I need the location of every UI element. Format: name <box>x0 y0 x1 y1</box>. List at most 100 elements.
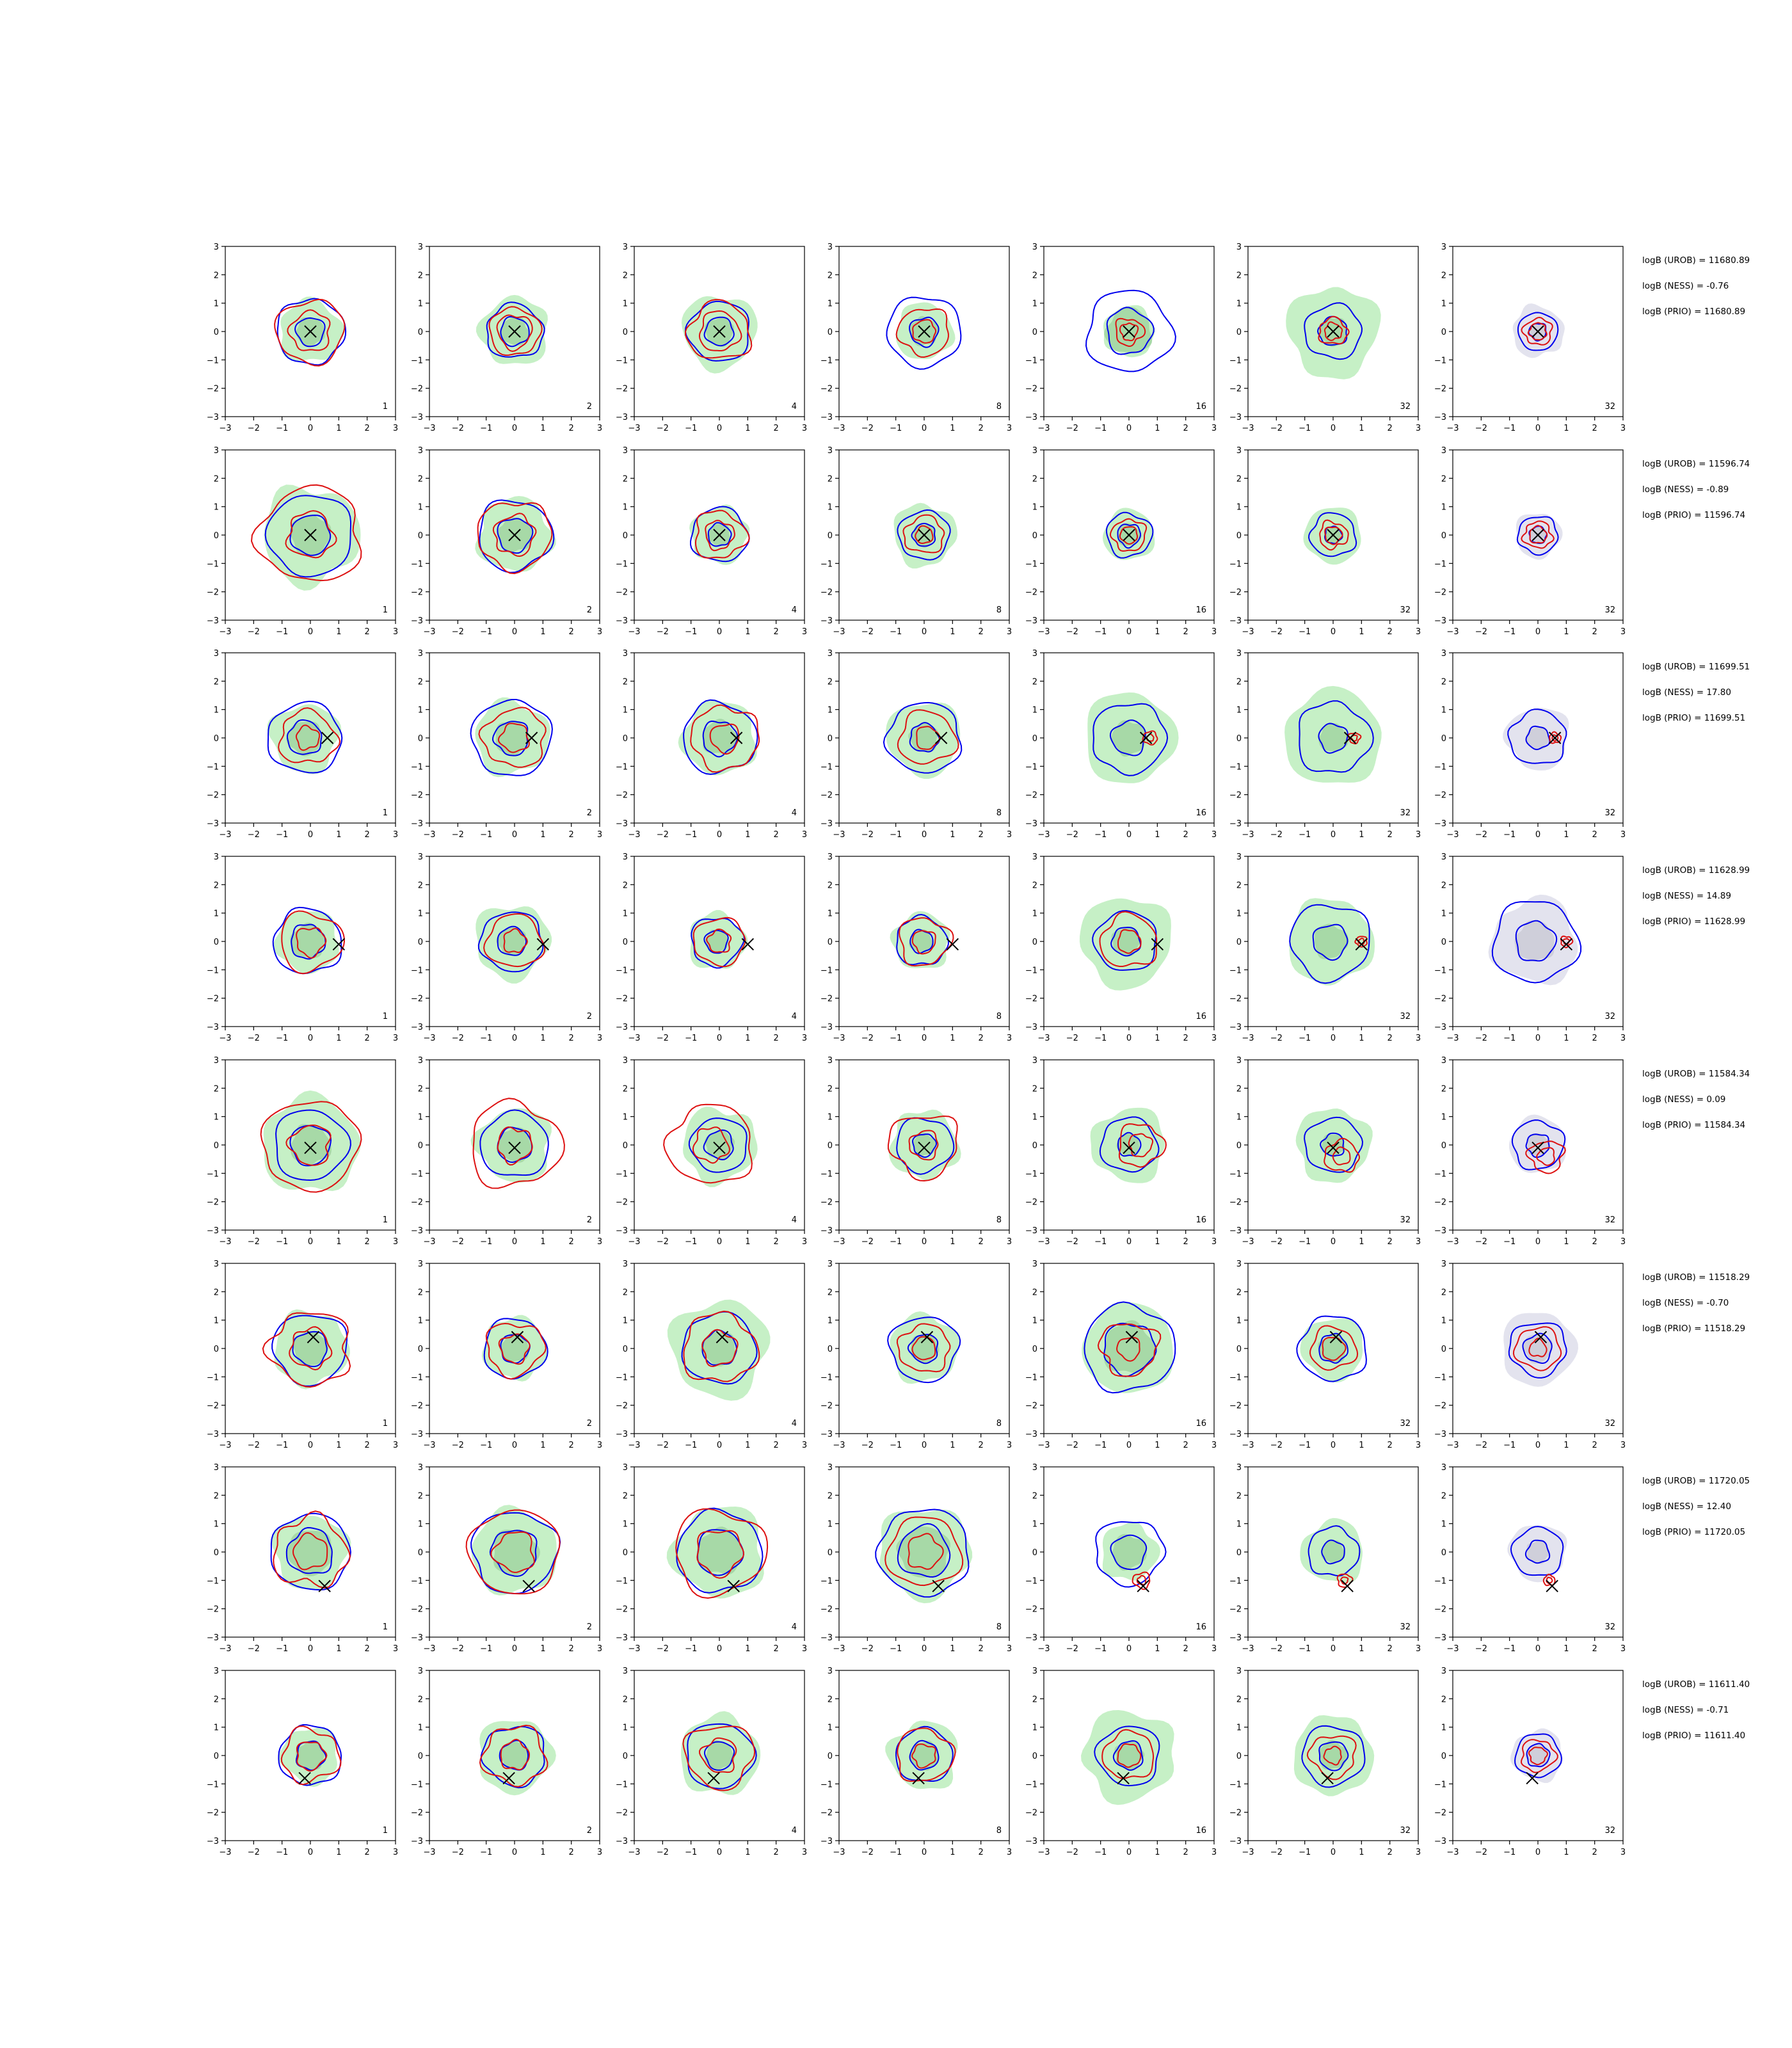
y-tick-label: 0 <box>418 1548 423 1558</box>
y-tick-label: −2 <box>207 1402 219 1411</box>
y-tick-label: −2 <box>1025 1605 1037 1615</box>
contour-a-inner <box>292 1331 328 1368</box>
y-tick-label: −2 <box>207 791 219 801</box>
x-tick-label: −3 <box>628 1441 640 1450</box>
density-fill-inner <box>496 927 526 956</box>
y-tick-label: 2 <box>1441 1288 1446 1297</box>
true-value-marker <box>707 1772 720 1785</box>
x-tick-label: 1 <box>1359 1237 1364 1247</box>
panel-corner-label: 8 <box>996 1622 1002 1632</box>
y-tick-label: 2 <box>214 1084 219 1094</box>
x-tick-label: −1 <box>685 424 697 433</box>
x-tick-label: 1 <box>1155 1034 1160 1043</box>
contour-a-outer <box>1510 1526 1564 1576</box>
y-tick-label: 3 <box>828 852 833 862</box>
y-tick-label: −1 <box>1434 966 1446 975</box>
contour-b-inner <box>1323 1745 1342 1766</box>
y-tick-label: −3 <box>820 1226 833 1236</box>
contour-a-outer <box>1508 1322 1567 1379</box>
x-tick-label: 1 <box>336 424 341 433</box>
y-tick-label: 0 <box>1441 938 1446 947</box>
panel-body <box>1488 894 1582 986</box>
y-tick-label: −3 <box>616 1226 628 1236</box>
x-tick-label: 1 <box>336 1644 341 1654</box>
x-tick-label: −3 <box>423 627 435 637</box>
contour-a-outer <box>267 700 343 774</box>
contour-a-inner <box>1525 1133 1550 1158</box>
x-tick-label: 2 <box>365 1237 370 1247</box>
panel-r1-c3: −3 3 −2 2 −1 1 0 0 1 −1 2 −2 3 −3 8 <box>820 446 1012 637</box>
x-tick-label: 2 <box>774 424 779 433</box>
panel-corner-label: 16 <box>1196 1826 1206 1836</box>
y-tick-label: 0 <box>1236 531 1242 541</box>
true-value-marker <box>1327 1141 1340 1155</box>
contour-a-inner <box>294 317 326 348</box>
x-tick-label: 0 <box>717 830 722 840</box>
y-tick-label: 1 <box>214 503 219 513</box>
panel-r7-c2: −3 3 −2 2 −1 1 0 0 1 −1 2 −2 3 −3 4 <box>616 1667 807 1857</box>
y-tick-label: −2 <box>1434 385 1446 394</box>
contour-b-outer <box>1521 316 1553 346</box>
y-tick-label: 1 <box>418 1316 423 1326</box>
y-tick-label: 0 <box>623 1752 628 1761</box>
true-value-marker <box>918 529 931 541</box>
contour-b-inner <box>1119 526 1139 545</box>
y-tick-label: 3 <box>623 852 628 862</box>
y-tick-label: −1 <box>207 356 219 365</box>
y-tick-label: 3 <box>214 1260 219 1269</box>
contour-a-outer <box>470 699 553 776</box>
panel-r7-c5: −3 3 −2 2 −1 1 0 0 1 −1 2 −2 3 −3 32 <box>1229 1667 1421 1857</box>
y-tick-label: 1 <box>828 1724 833 1733</box>
x-tick-label: 3 <box>1620 1237 1626 1247</box>
y-tick-label: −3 <box>1025 819 1037 829</box>
contour-a-outer <box>1511 1119 1566 1171</box>
contour-b-inner <box>287 309 331 351</box>
x-tick-label: 1 <box>1155 1644 1160 1654</box>
x-tick-label: 1 <box>540 424 545 433</box>
x-tick-label: −2 <box>452 1034 464 1043</box>
contour-a-outer <box>1517 312 1559 351</box>
x-tick-label: −3 <box>1037 1848 1050 1857</box>
x-tick-label: −2 <box>452 424 464 433</box>
panel-corner-label: 32 <box>1400 402 1411 412</box>
y-tick-label: 3 <box>1236 649 1242 659</box>
panel-r2-c1: −3 3 −2 2 −1 1 0 0 1 −1 2 −2 3 −3 2 <box>411 649 602 840</box>
x-tick-label: −3 <box>833 1237 845 1247</box>
x-tick-label: 0 <box>1126 830 1132 840</box>
y-tick-label: 0 <box>1236 1548 1242 1558</box>
y-tick-label: −1 <box>1434 762 1446 772</box>
contour-b-inner <box>701 1329 739 1368</box>
y-tick-label: −1 <box>616 762 628 772</box>
y-tick-label: 1 <box>1441 503 1446 513</box>
y-tick-label: −1 <box>1229 1373 1242 1382</box>
y-tick-label: −1 <box>1434 1576 1446 1586</box>
y-tick-label: −1 <box>616 1373 628 1382</box>
y-tick-label: −2 <box>1434 1198 1446 1208</box>
y-tick-label: 0 <box>1236 938 1242 947</box>
y-tick-label: −2 <box>1229 1809 1242 1818</box>
x-tick-label: −2 <box>657 424 669 433</box>
contour-b-outer <box>684 299 753 359</box>
x-tick-label: 0 <box>717 1441 722 1450</box>
contour-a-inner <box>1515 920 1558 962</box>
y-tick-label: −2 <box>1229 385 1242 394</box>
y-tick-label: 0 <box>1236 1752 1242 1761</box>
x-tick-label: −3 <box>219 1441 231 1450</box>
x-tick-label: 0 <box>512 1237 517 1247</box>
y-tick-label: 2 <box>1032 271 1037 280</box>
y-tick-label: 1 <box>1032 1113 1037 1123</box>
contour-b-inner <box>1117 929 1142 954</box>
panel-body <box>1289 898 1375 986</box>
x-tick-label: 3 <box>1620 1441 1626 1450</box>
y-tick-label: −3 <box>1025 1837 1037 1846</box>
x-tick-label: 3 <box>1620 830 1626 840</box>
y-tick-label: 1 <box>1236 909 1242 919</box>
x-tick-label: 2 <box>979 1848 984 1857</box>
x-tick-label: 1 <box>336 1848 341 1857</box>
contour-b-outer <box>683 1310 760 1382</box>
y-tick-label: 2 <box>1441 474 1446 484</box>
x-tick-label: −3 <box>1242 1644 1254 1654</box>
contour-a-inner <box>908 316 940 348</box>
y-tick-label: 2 <box>418 1288 423 1297</box>
